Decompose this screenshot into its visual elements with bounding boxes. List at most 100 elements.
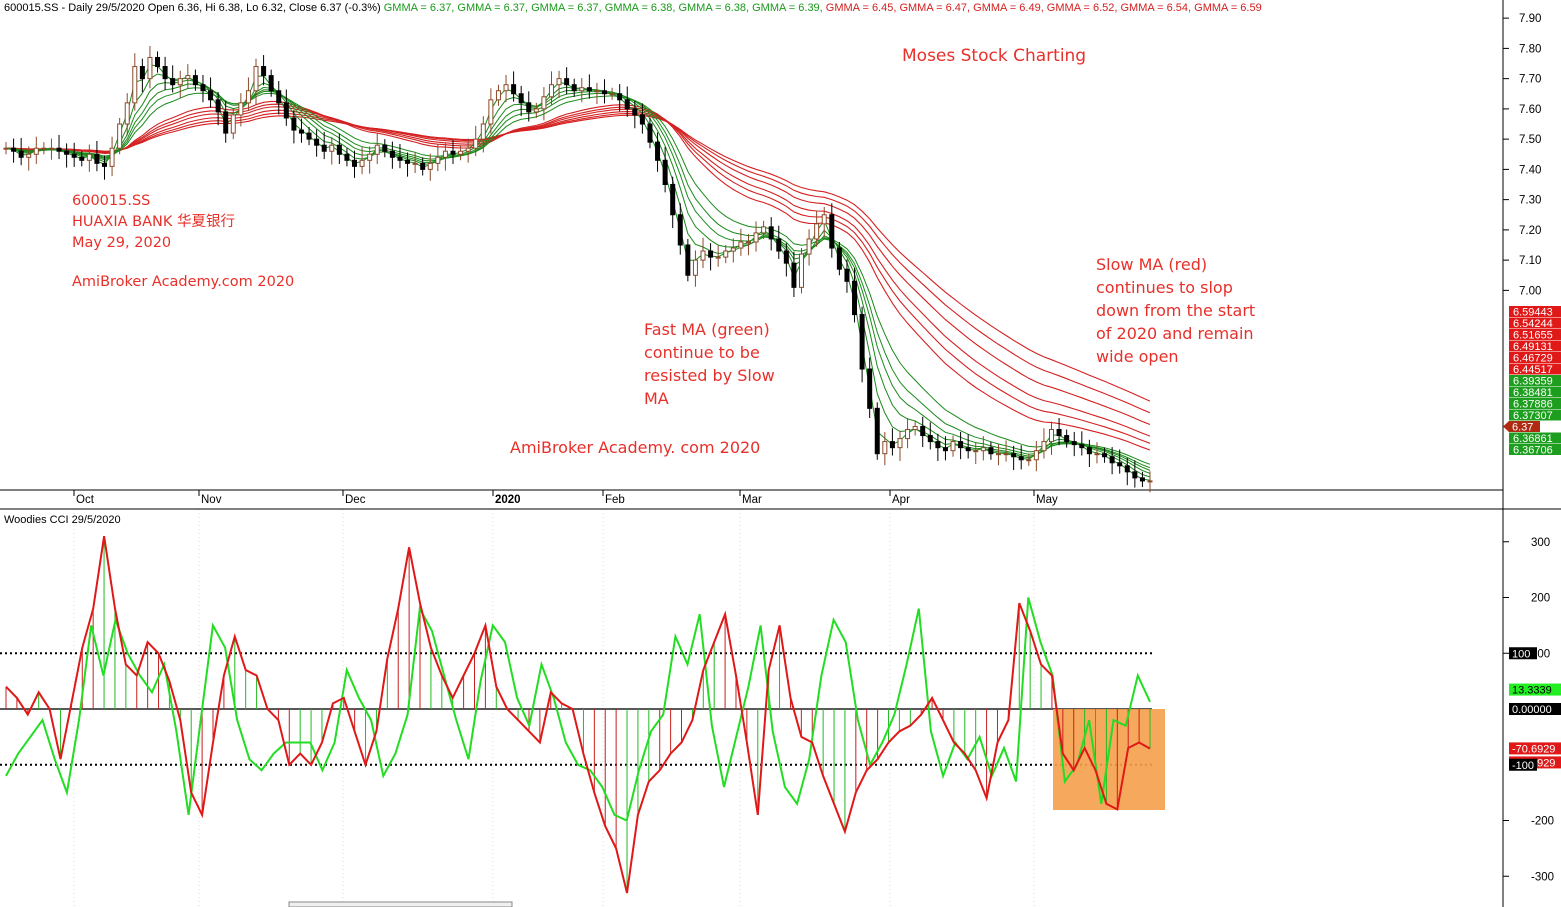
price-tag-label: 6.39359 [1513,376,1553,388]
candle-body [950,441,956,452]
candle-body [852,280,858,316]
gmma-fast-line [5,87,1151,469]
candle-body [352,159,358,167]
cci-tag [1509,758,1537,771]
candle-body [882,441,888,455]
candle-body [33,147,39,155]
candle-body [1018,456,1024,461]
price-y-tick-label: 7.30 [1519,195,1541,207]
candle-body [829,214,835,249]
candle-body [26,153,32,158]
candle-body [291,117,297,131]
candle-body [511,84,517,95]
candle-body [253,66,259,92]
candle-body [435,156,441,164]
candle-body [1033,450,1039,461]
price-y-tick-label: 7.60 [1519,104,1541,116]
candle-body [329,144,335,152]
chart-header: 600015.SS - Daily 29/5/2020 Open 6.36, H… [4,2,1262,14]
header-gmma-10: GMMA = 6.54, [1117,2,1191,14]
candle-body [935,441,941,449]
price-y-tick-label: 7.90 [1519,13,1541,25]
candle-body [1071,441,1077,446]
header-gmma-11: GMMA = 6.59 [1191,2,1262,14]
candle-body [586,87,592,92]
candle-body [942,447,948,452]
candle-body [405,159,411,164]
price-tag-label: 6.36861 [1513,433,1553,445]
candle-body [836,247,842,270]
candle-body [450,150,456,155]
cci-tag [1509,703,1561,715]
slow-ma-annotation-line-1: Slow MA (red) [1096,255,1207,274]
candle-body [783,250,789,264]
candle-body [94,153,100,164]
candle-body [276,90,282,104]
candle-body [973,450,979,453]
candle-body [579,87,585,92]
price-tag-label: 6.36706 [1513,445,1553,457]
candle-body [859,314,865,370]
gmma-slow-lines [5,100,1151,451]
candle-body [905,429,911,440]
cci-y-tick-label: 200 [1531,593,1550,605]
candle-body [700,250,706,261]
cci-header: Woodies CCI 29/5/2020 [4,514,121,526]
candle-body [1109,456,1115,464]
candle-body [548,84,554,98]
candle-body [602,90,608,95]
horizontal-scrollbar[interactable] [288,901,513,907]
candle-body [1049,429,1055,443]
price-tag-label: 6.51655 [1513,330,1553,342]
header-gmma-3: GMMA = 6.38, [602,2,676,14]
candle-body [624,99,630,110]
candle-body [677,214,683,246]
month-label: Apr [892,494,910,506]
candle-body [541,96,547,110]
candle-body [768,226,774,240]
candle-body [56,147,62,152]
gmma-fast-line [5,92,1151,465]
candle-body [1139,477,1145,482]
cci-tag [1509,683,1561,696]
candle-body [526,102,532,113]
candle-body [1102,453,1108,458]
candle-body [389,150,395,158]
candle-body [147,56,153,80]
header-prefix: 600015.SS - Daily 29/5/2020 Open 6.36, H… [4,2,381,14]
price-tag [1509,444,1561,455]
slow-ma-annotation-line-4: of 2020 and remain [1096,324,1254,343]
academy-annotation-mid: AmiBroker Academy. com 2020 [510,438,760,457]
academy-annotation-top: AmiBroker Academy.com 2020 [72,274,294,290]
price-tag [1509,409,1561,421]
ticker-annotation-line-2: HUAXIA BANK 华夏银行 [72,213,235,230]
candle-body [442,150,448,158]
candle-body [458,150,464,155]
price-tag-label: 6.37 [1512,422,1533,434]
candle-body [1079,444,1085,449]
candle-body [185,75,191,80]
candle-body [571,84,577,92]
candle-body [132,66,138,104]
candle-body [367,153,373,161]
candle-body [480,123,486,140]
candle-body [609,93,615,96]
cci-histogram [5,536,1151,893]
price-y-axis: 7.90 7.80 7.70 7.60 7.50 7.40 7.30 7.20 7.10 7.00 [1503,13,1541,297]
candle-body [177,78,183,86]
candle-body [215,99,221,113]
candle-body [223,111,229,134]
gmma-slow-line [5,109,1151,426]
candle-body [889,441,895,449]
candle-body [245,90,251,104]
price-tag-label: 6.38481 [1513,387,1553,399]
fast-ma-annotation-line-3: resisted by Slow [644,366,775,385]
candle-body [776,238,782,252]
candle-body [488,99,494,125]
slow-ma-annotation-line-3: down from the start [1096,301,1255,320]
candle-body [821,214,827,225]
price-y-tick-label: 7.70 [1519,74,1541,86]
price-tag [1509,398,1561,409]
fast-ma-annotation-line-4: MA [644,389,669,408]
cci-y-tick-label: -200 [1531,816,1554,828]
